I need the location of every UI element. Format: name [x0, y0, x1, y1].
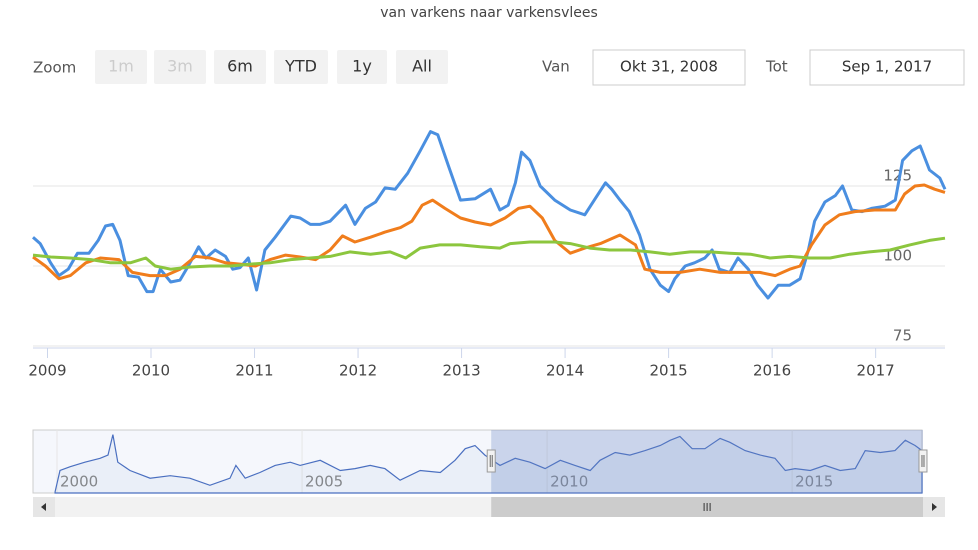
zoom-label: Zoom	[33, 59, 76, 77]
range-button-label[interactable]: All	[412, 57, 432, 76]
x-tick-label: 2010	[132, 362, 170, 380]
x-tick-label: 2015	[650, 362, 688, 380]
from-label: Van	[542, 58, 570, 76]
to-label: Tot	[765, 58, 788, 76]
y-tick-label: 125	[883, 167, 912, 185]
range-button	[154, 50, 206, 84]
x-tick-label: 2013	[442, 362, 480, 380]
to-value[interactable]: Sep 1, 2017	[842, 58, 932, 76]
navigator-tick-label: 2015	[795, 473, 833, 491]
navigator-handle[interactable]	[486, 449, 496, 473]
to-input[interactable]	[809, 49, 965, 86]
navigator-tick-label: 2005	[305, 473, 343, 491]
navigator-bg	[32, 429, 923, 494]
navigator-tick-label: 2000	[60, 473, 98, 491]
x-tick-label: 2017	[857, 362, 895, 380]
navigator-selection[interactable]	[491, 430, 923, 493]
y-tick-label: 75	[893, 327, 912, 345]
chart-title: van varkens naar varkensvlees	[380, 5, 598, 21]
line-series	[32, 236, 946, 271]
range-button-label[interactable]: YTD	[284, 57, 317, 76]
navigator-tick-label: 2010	[550, 473, 588, 491]
range-button[interactable]	[337, 50, 387, 84]
from-value[interactable]: Okt 31, 2008	[620, 58, 718, 76]
x-tick-label: 2014	[546, 362, 584, 380]
x-tick-label: 2009	[28, 362, 66, 380]
navigator-handle[interactable]	[918, 449, 928, 473]
x-tick-label: 2016	[753, 362, 791, 380]
line-series	[32, 183, 946, 281]
range-button[interactable]	[274, 50, 328, 84]
scroll-right-arrow	[932, 503, 937, 511]
range-button-label: 3m	[167, 57, 193, 76]
scroll-left-arrow	[41, 503, 46, 511]
range-button[interactable]	[214, 50, 266, 84]
range-button-label: 1m	[108, 57, 134, 76]
x-tick-label: 2011	[235, 362, 273, 380]
from-input[interactable]	[592, 49, 746, 86]
range-button[interactable]	[396, 50, 448, 84]
range-button-label[interactable]: 6m	[227, 57, 253, 76]
range-button	[95, 50, 147, 84]
range-button-label[interactable]: 1y	[352, 57, 372, 76]
x-tick-label: 2012	[339, 362, 377, 380]
line-series	[32, 130, 947, 300]
